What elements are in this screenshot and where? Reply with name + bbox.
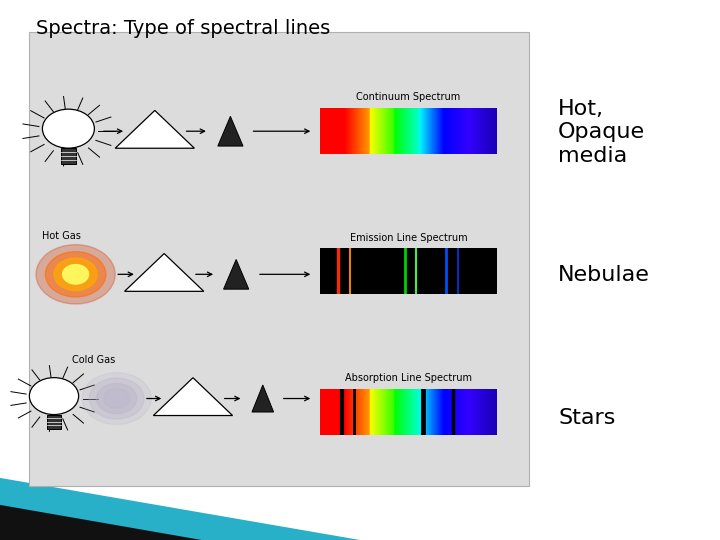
Circle shape bbox=[30, 377, 78, 415]
Circle shape bbox=[45, 252, 106, 297]
Polygon shape bbox=[0, 505, 202, 540]
Circle shape bbox=[82, 373, 151, 424]
Circle shape bbox=[104, 389, 130, 408]
Polygon shape bbox=[115, 111, 194, 148]
FancyBboxPatch shape bbox=[47, 415, 61, 429]
FancyBboxPatch shape bbox=[29, 32, 529, 486]
Circle shape bbox=[54, 258, 97, 291]
Circle shape bbox=[89, 378, 144, 419]
Polygon shape bbox=[217, 117, 243, 146]
Text: Emission Line Spectrum: Emission Line Spectrum bbox=[350, 233, 467, 243]
Text: Nebulae: Nebulae bbox=[558, 265, 650, 286]
FancyBboxPatch shape bbox=[61, 148, 76, 164]
Text: Cold Gas: Cold Gas bbox=[72, 355, 115, 365]
Text: Spectra: Type of spectral lines: Spectra: Type of spectral lines bbox=[36, 19, 330, 38]
Text: Hot,
Opaque
media: Hot, Opaque media bbox=[558, 99, 645, 165]
Polygon shape bbox=[223, 260, 249, 289]
Circle shape bbox=[96, 383, 137, 414]
Polygon shape bbox=[153, 378, 233, 416]
Polygon shape bbox=[125, 254, 204, 292]
Text: Continuum Spectrum: Continuum Spectrum bbox=[356, 92, 461, 103]
Circle shape bbox=[36, 245, 115, 304]
Polygon shape bbox=[252, 385, 274, 412]
Text: Hot Gas: Hot Gas bbox=[42, 231, 81, 241]
Text: Absorption Line Spectrum: Absorption Line Spectrum bbox=[345, 373, 472, 383]
Circle shape bbox=[42, 109, 94, 148]
Text: Stars: Stars bbox=[558, 408, 616, 429]
Circle shape bbox=[63, 265, 89, 284]
Polygon shape bbox=[0, 478, 360, 540]
